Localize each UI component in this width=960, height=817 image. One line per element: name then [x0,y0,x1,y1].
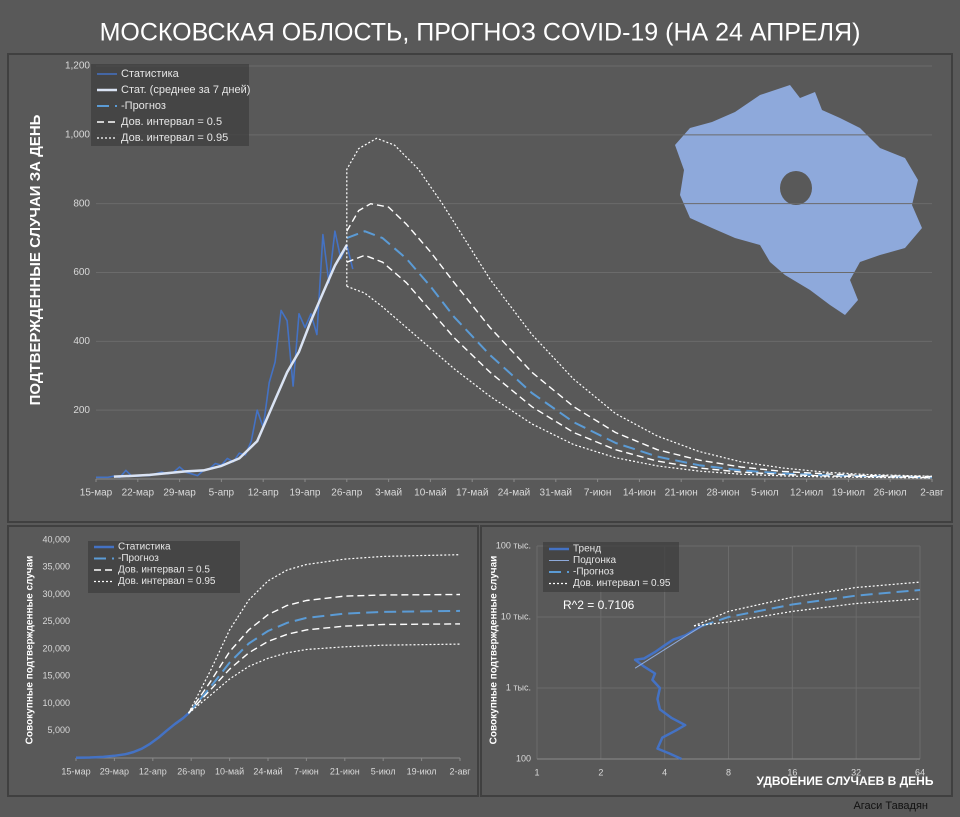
region-map [675,85,922,315]
y-axis-label: ПОДТВЕРЖДЕННЫЕ СЛУЧАИ ЗА ДЕНЬ [27,114,44,405]
y-tick-label: 200 [73,405,90,416]
series-line [187,593,461,714]
legend-label: -Прогноз [121,100,166,112]
series-line [188,643,461,714]
x-tick-label: 5-апр [209,488,235,499]
legend-label: Дов. интервал = 0.95 [573,578,671,589]
series-line [701,589,921,627]
series-line [633,624,703,761]
series-line [346,254,933,479]
y-tick-label: 35,000 [42,562,70,572]
x-tick-label: 2 [598,767,603,777]
y-tick-label: 30,000 [42,589,70,599]
legend-label: Дов. интервал = 0.5 [118,565,210,576]
page-title: МОСКОВСКАЯ ОБЛОСТЬ, ПРОГНОЗ COVID-19 (НА… [100,19,861,47]
x-tick-label: 15-мар [61,766,90,776]
x-tick-label: 10-май [215,766,244,776]
legend-label: Дов. интервал = 0.95 [121,132,228,144]
x-tick-label: 19-апр [290,488,321,499]
legend-box [88,541,240,593]
x-tick-label: 4 [662,767,667,777]
series-line [346,203,933,478]
series-line [113,244,348,478]
y-tick-label: 20,000 [42,643,70,653]
x-tick-label: 15-мар [80,488,113,499]
x-tick-label: 21-июн [665,488,698,499]
y-tick-label: 600 [73,267,90,278]
y-tick-label: 1 тыс. [506,682,531,692]
y-tick-label: 25,000 [42,616,70,626]
y-tick-label: 1,200 [65,61,90,72]
series-line [346,285,933,479]
x-tick-label: 19-июл [407,766,437,776]
x-tick-label: 2-авг [449,766,471,776]
doubling-panel [480,525,953,797]
y-tick-label: 5,000 [47,725,70,735]
legend-label: Подгонка [573,555,616,566]
annotation: R^2 = 0.7106 [563,598,635,612]
x-tick-label: 22-мар [122,488,155,499]
x-tick-label: 5-июл [751,488,779,499]
x-tick-label: 28-июн [706,488,739,499]
x-tick-label: 8 [726,767,731,777]
x-tick-label: 3-май [375,488,402,499]
legend-label: Стат. (среднее за 7 дней) [121,84,250,96]
series-line [346,137,933,477]
series-line [346,230,933,479]
y-tick-label: 15,000 [42,671,70,681]
x-tick-label: 10-май [414,488,446,499]
legend-label: Статистика [121,68,180,80]
legend-label: Дов. интервал = 0.95 [118,576,216,587]
x-tick-label: 12-апр [248,488,279,499]
x-tick-label: 26-апр [331,488,362,499]
x-tick-label: 21-июн [330,766,360,776]
x-tick-label: 24-май [498,488,530,499]
y-tick-label: 800 [73,198,90,209]
x-tick-label: 7-июн [294,766,319,776]
x-tick-label: 16 [787,767,797,777]
y-tick-label: 10,000 [42,698,70,708]
x-tick-label: 7-июн [584,488,612,499]
x-tick-label: 17-май [456,488,488,499]
legend-label: -Прогноз [118,553,159,564]
x-tick-label: 31-май [540,488,572,499]
cumulative-panel [7,525,479,797]
series-line [634,625,703,669]
series-line [693,581,921,627]
x-tick-label: 29-мар [163,488,196,499]
x-tick-label: 1 [534,767,539,777]
x-tick-label: 29-мар [100,766,129,776]
y-tick-label: 1,000 [65,129,90,140]
x-axis-label: УДВОЕНИЕ СЛУЧАЕВ В ДЕНЬ [757,774,934,788]
y-axis-label: Совокупные подтвержденные случаи [489,556,500,745]
legend-label: Тренд [573,544,601,555]
x-tick-label: 26-апр [177,766,205,776]
x-tick-label: 26-июл [874,488,907,499]
author: Агаси Тавадян [853,800,928,812]
y-tick-label: 100 [516,753,531,763]
y-tick-label: 400 [73,336,90,347]
x-tick-label: 12-апр [139,766,167,776]
x-tick-label: 14-июн [623,488,656,499]
x-tick-label: 2-авг [920,488,944,499]
series-line [693,598,921,627]
x-tick-label: 5-июл [371,766,396,776]
y-tick-label: 100 тыс. [496,540,531,550]
y-tick-label: 40,000 [42,534,70,544]
legend-label: Дов. интервал = 0.5 [121,116,222,128]
legend-label: -Прогноз [573,567,614,578]
x-tick-label: 24-май [253,766,282,776]
y-tick-label: 10 тыс. [501,611,531,621]
x-tick-label: 32 [851,767,861,777]
legend-label: Статистика [118,542,171,553]
x-tick-label: 64 [915,767,925,777]
y-axis-label: Совокупные подтвержденные случаи [25,556,36,745]
x-tick-label: 19-июл [832,488,865,499]
x-tick-label: 12-июл [790,488,823,499]
legend-box [91,64,249,146]
series-line [187,623,461,714]
series-line [75,712,190,759]
